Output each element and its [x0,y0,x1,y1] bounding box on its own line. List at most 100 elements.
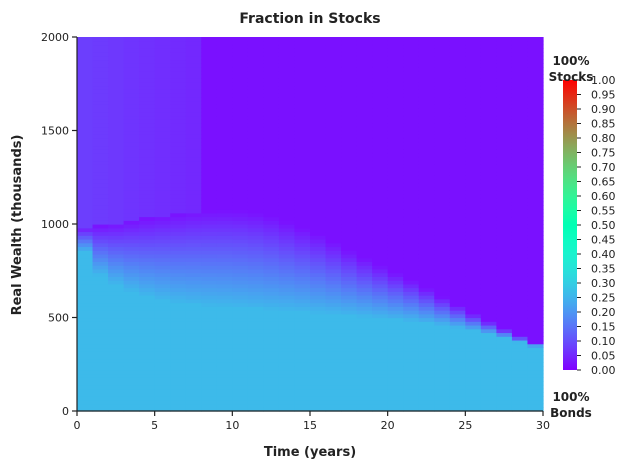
heatmap-cell [434,37,451,42]
heatmap-cell [434,227,451,233]
heatmap-cell [310,310,327,315]
heatmap-cell [92,164,109,169]
heatmap-cell [170,126,187,132]
heatmap-cell [511,55,529,61]
heatmap-cell [294,175,311,180]
heatmap-cell [465,276,482,281]
heatmap-cell [465,310,482,315]
heatmap-cell [341,339,358,345]
heatmap-cell [325,238,342,244]
heatmap-cell [418,96,435,102]
heatmap-cell [201,250,218,255]
heatmap-cell [356,63,373,68]
heatmap-cell [418,134,435,139]
heatmap-cell [216,209,233,214]
heatmap-cell [372,141,389,147]
heatmap-cell [496,145,513,150]
heatmap-cell [434,407,451,412]
heatmap-cell [511,96,529,102]
heatmap-cell [511,388,529,393]
heatmap-cell [216,111,233,117]
heatmap-cell [403,306,420,311]
heatmap-cell [185,396,202,401]
heatmap-cell [465,186,482,191]
heatmap-cell [480,96,497,102]
heatmap-cell [108,194,125,199]
heatmap-cell [418,115,435,120]
heatmap-cell [216,123,233,128]
heatmap-cell [434,59,451,64]
heatmap-cell [418,377,435,382]
heatmap-cell [294,317,311,322]
heatmap-cell [511,321,529,326]
heatmap-cell [92,108,109,113]
heatmap-cell [496,317,513,322]
heatmap-cell [372,119,389,124]
heatmap-cell [294,399,311,405]
heatmap-cell [201,328,218,334]
heatmap-cell [92,111,109,117]
heatmap-cell [154,238,171,244]
heatmap-cell [325,179,342,184]
heatmap-cell [449,123,466,128]
heatmap-cell [247,231,264,236]
heatmap-cell [185,164,202,169]
heatmap-cell [139,250,156,255]
heatmap-cell [154,100,171,105]
heatmap-cell [480,149,497,154]
heatmap-cell [92,280,109,285]
heatmap-cell [108,253,125,259]
heatmap-cell [201,306,218,311]
heatmap-cell [496,407,513,412]
heatmap-cell [465,392,482,397]
heatmap-cell [325,40,342,46]
heatmap-cell [310,66,327,72]
heatmap-cell [154,310,171,315]
heatmap-cell [449,145,466,150]
heatmap-cell [418,280,435,285]
heatmap-cell [418,171,435,176]
heatmap-cell [108,369,125,375]
heatmap-cell [325,384,342,390]
heatmap-cell [449,164,466,169]
heatmap-cell [92,190,109,195]
heatmap-cell [449,373,466,378]
heatmap-cell [201,295,218,300]
heatmap-cell [310,156,327,162]
heatmap-cell [108,149,125,154]
heatmap-cell [139,108,156,113]
heatmap-cell [247,119,264,124]
heatmap-cell [496,362,513,367]
heatmap-cell [434,111,451,117]
heatmap-cell [139,96,156,102]
colorbar-ticks: 0.000.050.100.150.200.250.300.350.400.45… [577,74,616,377]
heatmap-cell [92,44,109,49]
heatmap-cell [232,324,249,330]
heatmap-cell [247,224,264,229]
heatmap-cell [92,238,109,244]
heatmap-cell [325,160,342,165]
heatmap-cell [92,265,109,270]
heatmap-cell [123,51,140,57]
heatmap-cell [77,137,94,143]
heatmap-cell [201,321,218,326]
heatmap-cell [201,253,218,259]
heatmap-cell [310,257,327,262]
heatmap-cell [465,216,482,221]
heatmap-cell [480,381,497,386]
heatmap-cell [356,171,373,176]
heatmap-cell [372,48,389,53]
heatmap-cell [123,310,140,315]
heatmap-cell [139,313,156,319]
heatmap-cell [480,100,497,105]
heatmap-cell [216,306,233,311]
heatmap-cell [356,220,373,225]
heatmap-cell [372,388,389,393]
heatmap-cell [247,253,264,259]
heatmap-cell [154,179,171,184]
heatmap-cell [310,216,327,221]
heatmap-cell [247,48,264,53]
heatmap-cell [403,81,420,87]
heatmap-cell [123,182,140,188]
heatmap-cell [247,130,264,135]
